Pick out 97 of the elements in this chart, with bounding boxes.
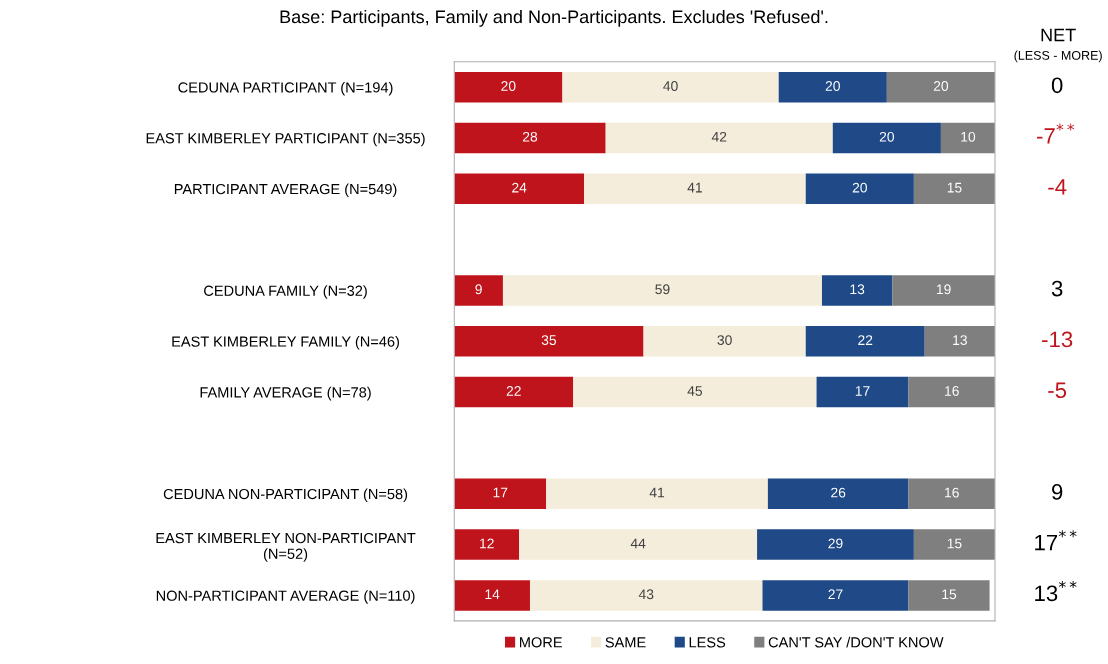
bar [454,580,530,611]
bar [805,173,914,205]
text: (LESS - MORE) [1014,50,1102,63]
bar [573,376,817,408]
bar [940,122,995,154]
bar [519,529,758,560]
data-label: 24 [512,182,527,193]
bar [778,71,887,103]
data-label: 20 [933,81,949,91]
y-tick-label: FAMILY AVERAGE (N=78) [200,386,371,401]
data-label: 10 [961,131,976,142]
data-label: 15 [947,182,962,193]
bar [908,376,995,408]
y-tick-label: NON-PARTICIPANT AVERAGE (N=110) [156,590,415,604]
text: -4 [1048,179,1067,195]
data-label: 26 [831,487,846,498]
data-label: 16 [945,386,959,396]
bar [454,173,585,205]
y-tick-label: CEDUNA FAMILY (N=32) [204,285,367,299]
bar [924,326,995,357]
data-label: 20 [501,81,516,91]
data-label: 45 [687,386,703,396]
text: 17$^{**}$ [1035,530,1077,551]
data-label: 59 [655,284,670,295]
bar [913,529,995,560]
bar [454,326,644,357]
data-label: 35 [541,335,557,346]
text: 3 [1051,280,1063,297]
data-label: 44 [630,538,646,549]
text: -13 [1042,331,1073,348]
bar [529,580,763,611]
legend-label: SAME [605,637,646,648]
bar [454,71,563,103]
y-tick-label: PARTICIPANT AVERAGE (N=549) [174,183,397,198]
bar [816,376,909,408]
bar [454,122,606,154]
chart-subtitle: Base: Participants, Family and Non-Participants. Excludes 'Refused'. [280,9,828,27]
bar [454,478,547,510]
data-label: 22 [506,386,521,396]
bar [454,376,574,408]
bar [546,478,768,510]
bar [454,275,503,306]
data-label: 12 [480,538,494,549]
bar [913,173,995,205]
legend-label: CAN'T SAY /DON'T KNOW [768,636,944,648]
data-label: 29 [828,538,843,549]
text: NET [1041,28,1076,42]
data-label: 13 [953,335,967,346]
data-label: 14 [485,589,500,600]
bar [886,71,995,103]
data-label: 20 [825,81,840,91]
bar [908,580,990,611]
legend-label: MORE [520,637,562,648]
data-label: 17 [855,386,870,396]
bar [805,326,925,357]
bar [832,122,941,154]
data-label: 15 [947,538,962,549]
bar [821,275,893,306]
bar [762,580,909,611]
bar [584,173,806,205]
legend-label: LESS [689,637,726,648]
bar [767,478,909,510]
text: 9 [1052,484,1063,500]
text: -5 [1048,382,1067,399]
data-label: 16 [945,487,959,498]
bar [605,122,833,154]
data-label: 42 [711,131,727,142]
data-label: 43 [638,589,654,600]
bar [757,529,914,560]
bar [454,529,520,560]
data-label: 28 [522,131,538,142]
data-label: 20 [879,131,895,142]
bar [562,71,779,103]
data-label: 13 [850,284,865,295]
bar [908,478,995,510]
data-label: 30 [717,335,732,346]
data-label: 15 [942,589,957,600]
text: -7$^{**}$ [1037,123,1075,144]
data-label: 19 [936,284,951,295]
data-label: 40 [663,81,678,91]
data-label: 27 [828,589,843,600]
y-tick-label: EAST KIMBERLEY NON-PARTICIPANT (N=52) [156,532,416,562]
data-label: 17 [493,487,508,498]
data-label: 22 [858,335,873,345]
bar [643,326,806,357]
y-tick-label: CEDUNA PARTICIPANT (N=194) [178,81,393,96]
bar [892,275,995,306]
text: 13$^{**}$ [1035,580,1077,602]
y-tick-label: EAST KIMBERLEY PARTICIPANT (N=355) [146,132,425,147]
data-label: 41 [687,182,702,193]
bar [502,275,822,306]
data-label: 20 [852,182,867,193]
data-label: 41 [649,487,665,498]
y-tick-label: EAST KIMBERLEY FAMILY (N=46) [172,336,399,350]
text: 0 [1051,77,1063,94]
data-label: 9 [475,284,482,295]
y-tick-label: CEDUNA NON-PARTICIPANT (N=58) [163,488,408,503]
